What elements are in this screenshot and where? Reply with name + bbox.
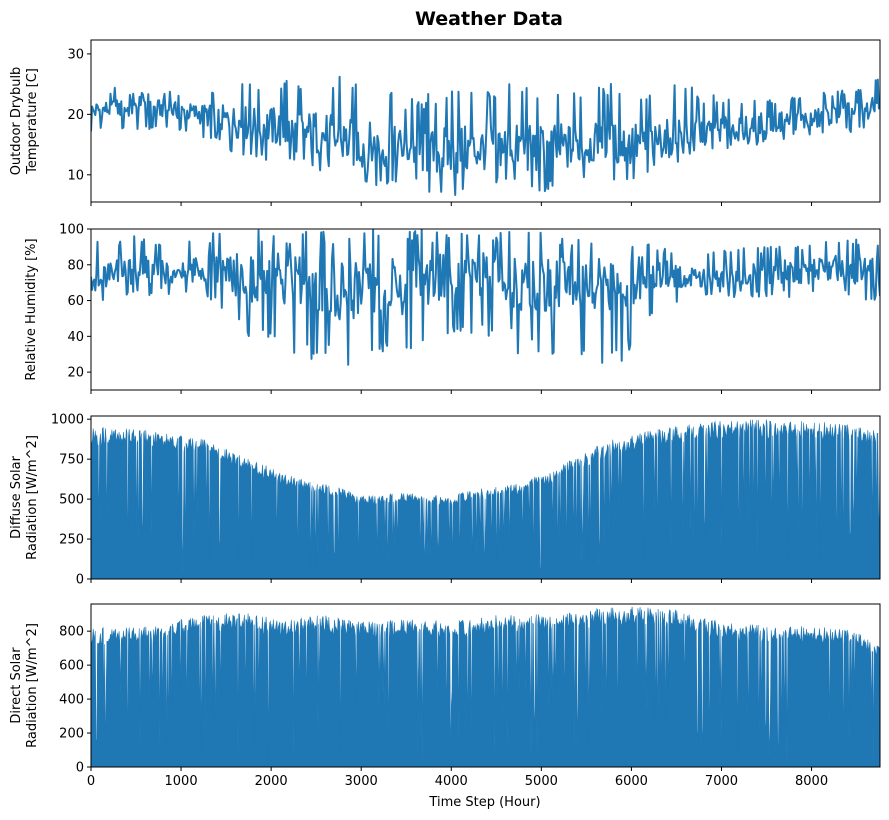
y-tick-label: 30 — [67, 47, 84, 62]
subplot-2: 20 40 60 80 100 Relative Humidity [%] — [24, 223, 881, 394]
y-tick-label: 500 — [59, 493, 84, 508]
y-axis-label: Temperature [C] — [25, 68, 40, 175]
series-line — [91, 229, 880, 366]
y-tick-label: 20 — [67, 366, 84, 381]
series-area — [91, 419, 880, 579]
x-tick-label: 1000 — [165, 774, 198, 789]
subplot-3: 0 250 500 750 1000 Diffuse Solar Radiation [W/… — [9, 413, 881, 588]
y-tick-label: 600 — [59, 659, 84, 674]
y-tick-label: 60 — [67, 294, 84, 309]
axes-frame — [90, 415, 881, 580]
y-axis-label: Radiation [W/m^2] — [25, 435, 40, 560]
y-tick-label: 40 — [67, 330, 84, 345]
series-area — [91, 606, 880, 767]
axes-frame — [90, 228, 881, 391]
y-axis-label: Direct Solar — [9, 647, 24, 724]
y-tick-label: 400 — [59, 693, 84, 708]
y-tick-label: 200 — [59, 727, 84, 742]
series-line — [91, 75, 880, 196]
y-tick-label: 750 — [59, 453, 84, 468]
x-axis-label: Time Step (Hour) — [428, 795, 540, 810]
x-tick-label: 3000 — [345, 774, 378, 789]
x-tick-label: 8000 — [795, 774, 828, 789]
y-tick-label: 20 — [67, 108, 84, 123]
x-tick-label: 2000 — [255, 774, 288, 789]
y-tick-label: 0 — [76, 573, 84, 588]
y-tick-label: 0 — [76, 761, 84, 776]
x-tick-label: 6000 — [615, 774, 648, 789]
x-tick-label: 4000 — [435, 774, 468, 789]
y-axis-label: Relative Humidity [%] — [24, 238, 39, 380]
subplot-1: 10 20 30 Outdoor Drybulb Temperature [C] — [9, 39, 881, 206]
y-tick-label: 10 — [67, 168, 84, 183]
y-tick-label: 250 — [59, 533, 84, 548]
figure-title: Weather Data — [415, 8, 563, 30]
y-tick-label: 80 — [67, 258, 84, 273]
y-tick-label: 800 — [59, 625, 84, 640]
axes-frame — [90, 39, 881, 203]
axes-frame — [90, 603, 881, 768]
x-tick-label: 7000 — [705, 774, 738, 789]
y-axis-label: Diffuse Solar — [9, 455, 24, 539]
subplot-panels: 10 20 30 Outdoor Drybulb Temperature [C] 20 40… — [9, 39, 881, 789]
y-tick-label: 100 — [59, 223, 84, 238]
y-tick-label: 1000 — [51, 413, 84, 428]
y-axis-label: Radiation [W/m^2] — [25, 623, 40, 748]
x-tick-label: 5000 — [525, 774, 558, 789]
y-axis-label: Outdoor Drybulb — [9, 67, 24, 176]
x-tick-label: 0 — [87, 774, 95, 789]
